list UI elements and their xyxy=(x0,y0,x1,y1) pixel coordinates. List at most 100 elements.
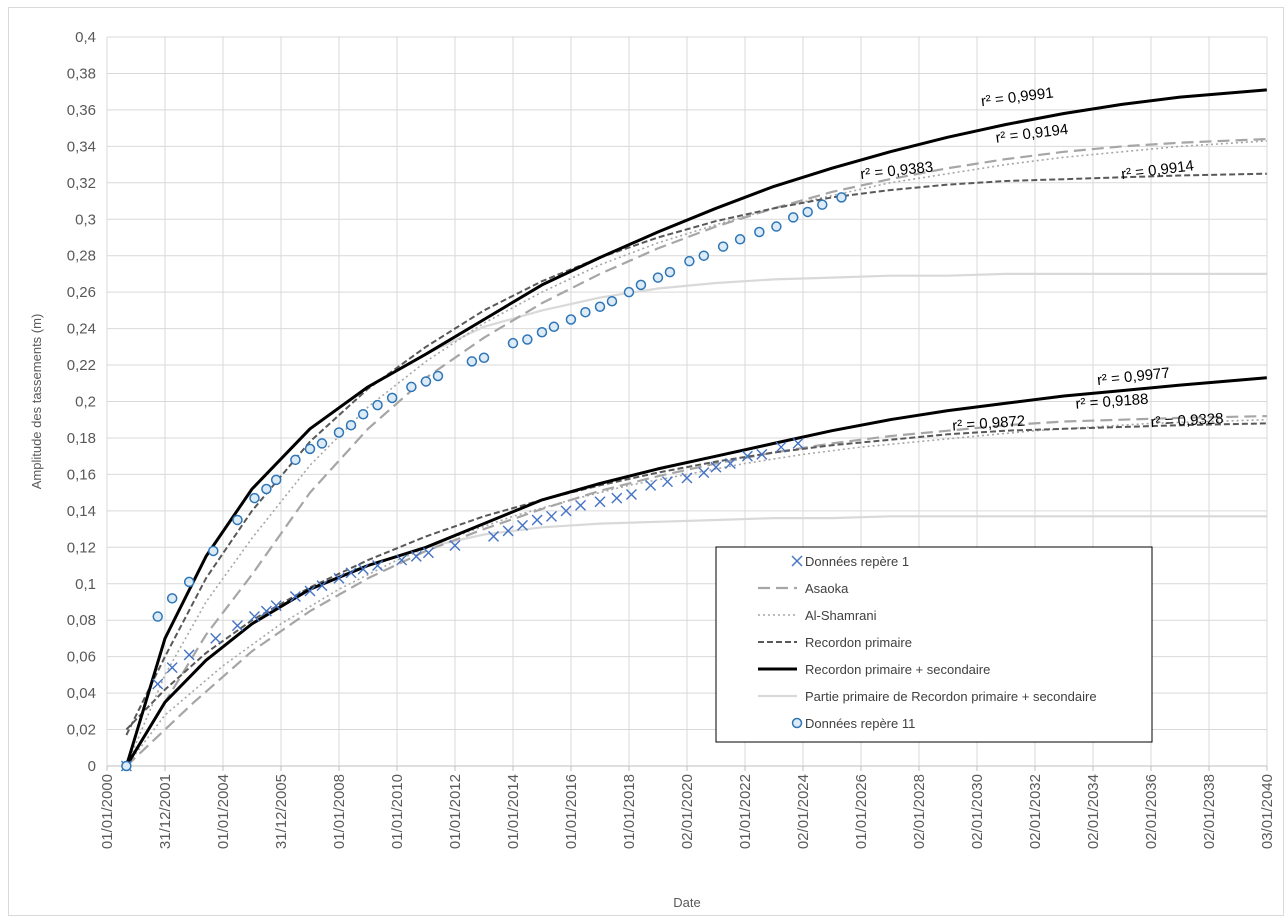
x-tick-label: 02/01/2032 xyxy=(1027,774,1044,849)
data-point-repere-11 xyxy=(372,399,383,411)
y-tick-label: 0,38 xyxy=(67,65,96,82)
data-point-repere-11 xyxy=(316,438,328,449)
data-point-repere-1 xyxy=(775,441,787,453)
x-tick-label: 01/01/2018 xyxy=(621,774,638,849)
series-line-asaoka-1 xyxy=(125,138,1267,767)
legend-label: Données repère 11 xyxy=(805,716,915,731)
data-point-repere-11 xyxy=(734,234,746,245)
x-tick-label: 02/01/2028 xyxy=(911,774,928,849)
data-point-repere-11 xyxy=(787,212,799,223)
y-axis-title: Amplitude des tassements (m) xyxy=(29,314,44,490)
data-point-repere-11 xyxy=(466,356,478,367)
data-point-repere-11 xyxy=(623,286,635,298)
data-point-repere-1 xyxy=(260,605,272,617)
y-tick-label: 0,08 xyxy=(67,612,96,629)
data-point-repere-1 xyxy=(488,530,500,542)
x-tick-label: 01/01/2016 xyxy=(563,774,580,849)
series-line-recordon-primaire-secondaire-0 xyxy=(125,376,1267,767)
legend-item: Recordon primaire xyxy=(758,635,912,650)
data-point-repere-11 xyxy=(386,392,398,404)
x-tick-label: 02/01/2038 xyxy=(1201,774,1218,849)
data-point-repere-11 xyxy=(420,376,432,387)
x-tick-label: 02/01/2024 xyxy=(795,774,812,849)
data-point-repere-11 xyxy=(345,419,357,431)
y-tick-label: 0 xyxy=(88,758,96,775)
y-tick-label: 0,06 xyxy=(67,649,96,666)
data-point-repere-11 xyxy=(121,760,132,772)
legend: Données repère 1 Asaoka Al-Shamrani Recordo… xyxy=(715,546,1153,743)
series-line-recordon-primaire-1 xyxy=(125,172,1267,736)
data-point-repere-11 xyxy=(652,272,664,283)
y-tick-label: 0,3 xyxy=(75,211,96,228)
x-tick-label: 01/01/2008 xyxy=(331,774,348,849)
x-tick-label: 02/01/2034 xyxy=(1085,774,1102,849)
x-tick-label: 01/01/2004 xyxy=(215,774,232,849)
r2-annotation: r² = 0,9872 xyxy=(952,413,1026,435)
data-point-repere-11 xyxy=(304,443,316,455)
data-point-repere-1 xyxy=(531,514,543,526)
data-point-repere-1 xyxy=(724,457,736,469)
data-point-repere-11 xyxy=(406,381,417,393)
y-tick-label: 0,1 xyxy=(75,576,96,593)
series-lines xyxy=(124,88,1267,767)
y-tick-label: 0,34 xyxy=(67,138,96,155)
legend-label: Recordon primaire xyxy=(805,635,912,650)
legend-label: Partie primaire de Recordon primaire + s… xyxy=(805,689,1097,704)
data-point-repere-1 xyxy=(357,563,369,575)
data-point-repere-11 xyxy=(606,296,618,307)
legend-label: Recordon primaire + secondaire xyxy=(805,662,990,677)
data-point-repere-1 xyxy=(560,505,572,517)
x-tick-label: 03/01/2040 xyxy=(1259,774,1276,849)
data-point-repere-11 xyxy=(183,576,195,588)
data-point-repere-11 xyxy=(249,492,260,504)
legend-item: Données repère 11 xyxy=(791,716,915,731)
chart-frame xyxy=(8,7,1284,916)
data-point-repere-1 xyxy=(316,580,328,592)
legend-label: Al-Shamrani xyxy=(805,608,877,623)
x-tick-label: 01/01/2012 xyxy=(447,774,464,849)
data-point-repere-1 xyxy=(372,560,384,572)
data-point-repere-11 xyxy=(684,255,695,267)
data-point-repere-1 xyxy=(449,539,461,551)
data-point-repere-1 xyxy=(661,476,673,488)
r2-annotation: r² = 0,9914 xyxy=(1120,157,1194,183)
x-axis-title: Date xyxy=(673,895,700,910)
data-point-repere-11 xyxy=(152,611,163,622)
data-point-repere-1 xyxy=(625,488,637,500)
x-tick-label: 02/01/2020 xyxy=(679,774,696,849)
x-tick-label: 02/01/2036 xyxy=(1143,774,1160,849)
series-line-recordon-primaire-secondaire-1 xyxy=(124,88,1267,767)
y-tick-label: 0,28 xyxy=(67,248,96,265)
y-tick-label: 0,36 xyxy=(67,102,96,119)
data-point-repere-11 xyxy=(290,454,301,466)
series-line-al-shamrani-1 xyxy=(125,140,1267,767)
data-point-repere-11 xyxy=(507,337,519,349)
legend-item: Partie primaire de Recordon primaire + s… xyxy=(758,689,1097,704)
x-tick-label: 01/01/2014 xyxy=(505,774,522,849)
legend-label: Asaoka xyxy=(805,581,849,596)
data-point-repere-1 xyxy=(249,611,260,623)
legend-item: Données repère 1 xyxy=(791,554,909,569)
data-point-repere-11 xyxy=(432,370,444,382)
data-point-repere-11 xyxy=(208,545,219,557)
data-point-repere-1 xyxy=(611,492,623,504)
series-markers xyxy=(120,192,847,772)
data-point-repere-11 xyxy=(771,221,782,232)
data-point-repere-11 xyxy=(580,306,591,318)
data-point-repere-1 xyxy=(210,632,222,644)
r2-annotation: r² = 0,9991 xyxy=(980,84,1054,110)
y-tick-label: 0,14 xyxy=(67,503,96,520)
data-point-repere-11 xyxy=(594,301,606,312)
data-point-repere-11 xyxy=(536,326,548,338)
y-tick-label: 0,18 xyxy=(67,430,96,447)
series-line-asaoka-0 xyxy=(125,415,1267,767)
y-tick-label: 0,02 xyxy=(67,722,96,739)
data-point-repere-1 xyxy=(304,585,316,597)
data-point-repere-11 xyxy=(522,334,533,345)
legend-label: Données repère 1 xyxy=(805,554,909,569)
x-tick-label: 01/01/2000 xyxy=(99,774,116,849)
data-point-repere-1 xyxy=(594,496,606,508)
